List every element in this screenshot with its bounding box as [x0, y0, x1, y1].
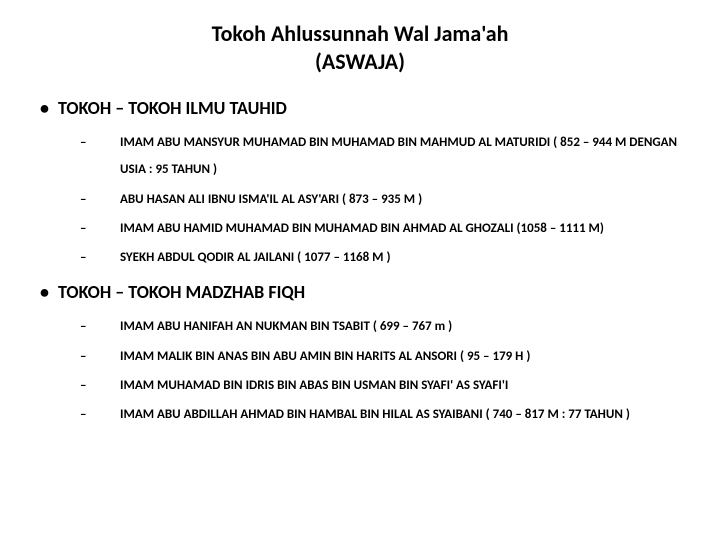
section-items: – IMAM ABU MANSYUR MUHAMAD BIN MUHAMAD B… — [30, 129, 690, 271]
title-line-2: (ASWAJA) — [30, 48, 690, 76]
bullet-level1: • — [30, 97, 58, 119]
item-text: IMAM MALIK BIN ANAS BIN ABU AMIN BIN HAR… — [120, 343, 690, 370]
section-heading-row: • TOKOH – TOKOH ILMU TAUHID — [30, 97, 690, 119]
bullet-level2: – — [80, 313, 120, 340]
list-item: – IMAM ABU MANSYUR MUHAMAD BIN MUHAMAD B… — [80, 129, 690, 184]
bullet-level2: – — [80, 186, 120, 213]
section-0: • TOKOH – TOKOH ILMU TAUHID – IMAM ABU M… — [30, 97, 690, 271]
bullet-level2: – — [80, 372, 120, 399]
item-text: IMAM ABU MANSYUR MUHAMAD BIN MUHAMAD BIN… — [120, 129, 690, 184]
list-item: – IMAM ABU ABDILLAH AHMAD BIN HAMBAL BIN… — [80, 401, 690, 428]
bullet-level2: – — [80, 129, 120, 156]
list-item: – SYEKH ABDUL QODIR AL JAILANI ( 1077 – … — [80, 244, 690, 271]
item-text: IMAM MUHAMAD BIN IDRIS BIN ABAS BIN USMA… — [120, 372, 690, 399]
item-text: IMAM ABU ABDILLAH AHMAD BIN HAMBAL BIN H… — [120, 401, 690, 428]
bullet-level1: • — [30, 281, 58, 303]
list-item: – ABU HASAN ALI IBNU ISMA'IL AL ASY'ARI … — [80, 186, 690, 213]
slide-title: Tokoh Ahlussunnah Wal Jama'ah (ASWAJA) — [30, 20, 690, 75]
list-item: – IMAM ABU HANIFAH AN NUKMAN BIN TSABIT … — [80, 313, 690, 340]
section-heading: TOKOH – TOKOH ILMU TAUHID — [58, 97, 690, 119]
bullet-level2: – — [80, 244, 120, 271]
item-text: SYEKH ABDUL QODIR AL JAILANI ( 1077 – 11… — [120, 244, 690, 271]
bullet-level2: – — [80, 401, 120, 428]
section-1: • TOKOH – TOKOH MADZHAB FIQH – IMAM ABU … — [30, 281, 690, 428]
section-heading: TOKOH – TOKOH MADZHAB FIQH — [58, 281, 690, 303]
list-item: – IMAM MUHAMAD BIN IDRIS BIN ABAS BIN US… — [80, 372, 690, 399]
item-text: IMAM ABU HANIFAH AN NUKMAN BIN TSABIT ( … — [120, 313, 690, 340]
item-text: ABU HASAN ALI IBNU ISMA'IL AL ASY'ARI ( … — [120, 186, 690, 213]
bullet-level2: – — [80, 343, 120, 370]
list-item: – IMAM MALIK BIN ANAS BIN ABU AMIN BIN H… — [80, 343, 690, 370]
title-line-1: Tokoh Ahlussunnah Wal Jama'ah — [30, 20, 690, 48]
content-list: • TOKOH – TOKOH ILMU TAUHID – IMAM ABU M… — [30, 97, 690, 429]
list-item: – IMAM ABU HAMID MUHAMAD BIN MUHAMAD BIN… — [80, 215, 690, 242]
section-items: – IMAM ABU HANIFAH AN NUKMAN BIN TSABIT … — [30, 313, 690, 428]
section-heading-row: • TOKOH – TOKOH MADZHAB FIQH — [30, 281, 690, 303]
item-text: IMAM ABU HAMID MUHAMAD BIN MUHAMAD BIN A… — [120, 215, 690, 242]
bullet-level2: – — [80, 215, 120, 242]
